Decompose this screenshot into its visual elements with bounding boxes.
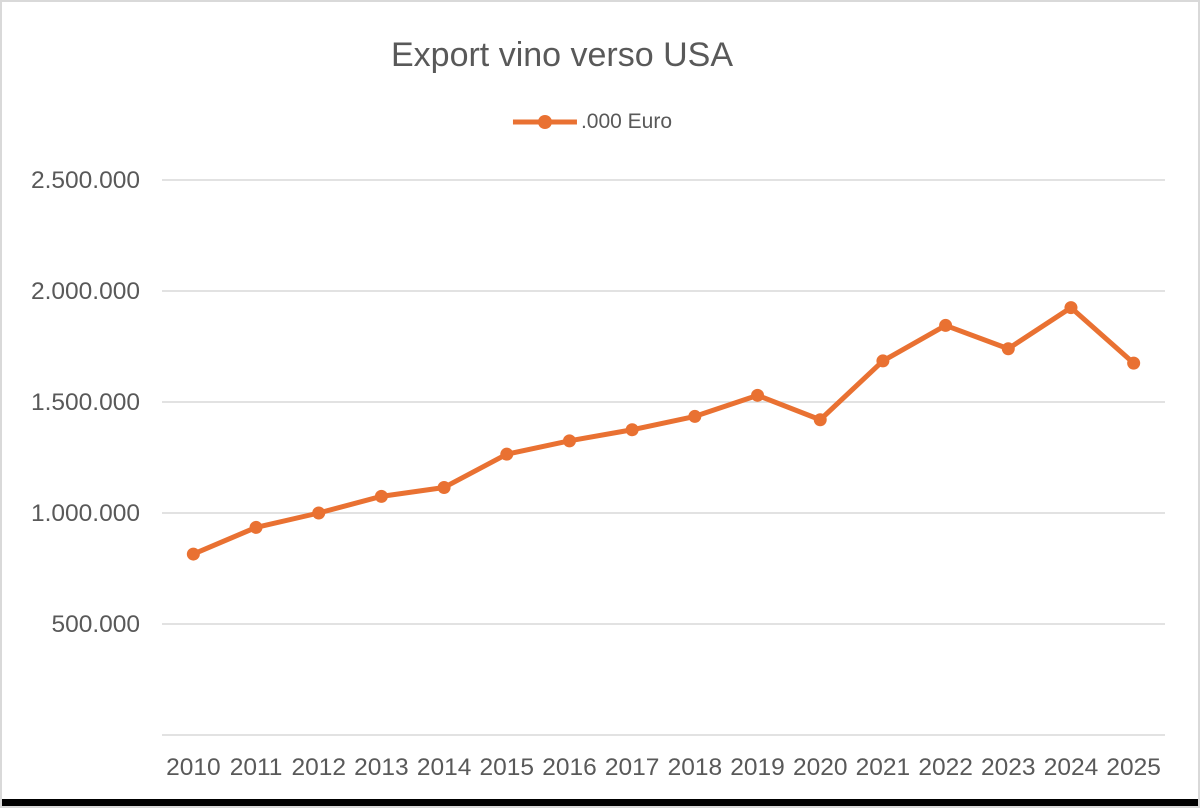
data-point-marker bbox=[500, 447, 514, 461]
x-tick-label: 2013 bbox=[354, 754, 409, 781]
data-point-marker bbox=[1001, 342, 1015, 356]
y-tick-label: 2.500.000 bbox=[31, 167, 140, 194]
x-tick-label: 2022 bbox=[918, 754, 973, 781]
x-tick-label: 2016 bbox=[542, 754, 597, 781]
data-point-marker bbox=[1127, 356, 1141, 370]
chart-title: Export vino verso USA bbox=[390, 36, 734, 74]
x-tick-label: 2010 bbox=[166, 754, 221, 781]
data-point-marker bbox=[249, 520, 263, 534]
x-tick-label: 2021 bbox=[856, 754, 911, 781]
x-tick-label: 2014 bbox=[417, 754, 472, 781]
series-line bbox=[190, 305, 1137, 557]
y-tick-label: 2.000.000 bbox=[31, 278, 140, 305]
y-tick-label: 1.500.000 bbox=[31, 389, 140, 416]
data-point-marker bbox=[374, 489, 388, 503]
data-point-marker bbox=[939, 318, 953, 332]
x-tick-label: 2012 bbox=[291, 754, 346, 781]
x-tick-label: 2025 bbox=[1106, 754, 1161, 781]
data-point-marker bbox=[312, 506, 326, 520]
x-tick-label: 2017 bbox=[605, 754, 660, 781]
bottom-window-edge bbox=[2, 799, 1198, 806]
legend-label: .000 Euro bbox=[580, 110, 673, 133]
x-tick-label: 2019 bbox=[730, 754, 785, 781]
data-point-marker bbox=[562, 434, 576, 448]
x-tick-label: 2015 bbox=[480, 754, 535, 781]
x-tick-label: 2020 bbox=[793, 754, 848, 781]
x-tick-label: 2011 bbox=[230, 754, 283, 781]
data-point-marker bbox=[625, 423, 639, 437]
legend-line-marker-icon bbox=[512, 113, 578, 131]
data-point-marker bbox=[186, 547, 200, 561]
x-tick-label: 2024 bbox=[1044, 754, 1099, 781]
data-point-marker bbox=[813, 413, 827, 427]
data-point-marker bbox=[876, 354, 890, 368]
data-point-marker bbox=[437, 480, 451, 494]
legend: .000 Euro bbox=[512, 110, 672, 134]
data-point-marker bbox=[751, 388, 765, 402]
x-tick-label: 2018 bbox=[668, 754, 723, 781]
y-tick-label: 1.000.000 bbox=[31, 500, 140, 527]
x-tick-label: 2023 bbox=[981, 754, 1036, 781]
y-tick-label: 500.000 bbox=[51, 611, 140, 638]
data-point-marker bbox=[688, 409, 702, 423]
data-point-marker bbox=[1064, 301, 1078, 315]
